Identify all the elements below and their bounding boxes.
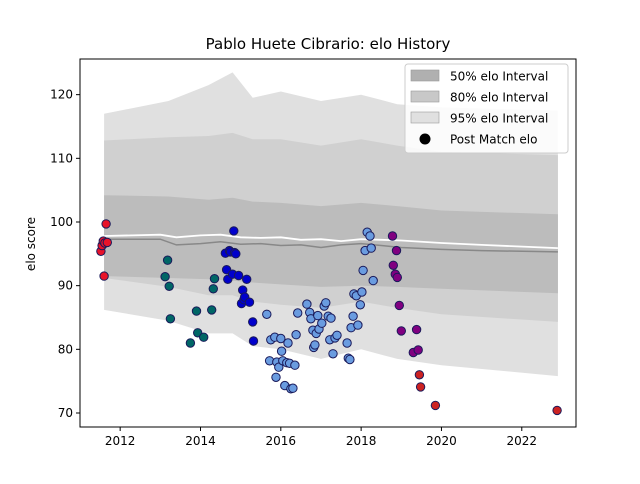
axes-frame xyxy=(79,58,577,428)
data-point xyxy=(345,354,355,365)
data-point xyxy=(244,297,255,307)
legend-box xyxy=(404,63,569,154)
data-point xyxy=(430,400,441,411)
legend: 50% elo Interval 80% elo Interval 95% elo … xyxy=(404,63,569,154)
data-point xyxy=(283,338,293,348)
data-point xyxy=(342,338,352,348)
data-point xyxy=(248,336,259,346)
mean-line xyxy=(104,238,558,253)
data-point xyxy=(99,271,109,281)
data-point xyxy=(413,345,423,355)
data-point xyxy=(368,275,378,286)
data-point xyxy=(207,305,217,315)
legend-label: Post Match elo xyxy=(450,133,537,147)
data-point xyxy=(392,272,402,283)
data-point xyxy=(276,333,286,344)
data-point xyxy=(365,231,375,241)
data-point xyxy=(313,310,323,321)
data-point xyxy=(162,255,173,265)
data-point xyxy=(388,260,398,270)
data-point xyxy=(317,318,327,328)
data-point xyxy=(164,281,174,291)
data-point xyxy=(288,383,298,393)
data-point xyxy=(165,314,176,324)
data-point xyxy=(328,349,338,359)
data-point xyxy=(310,340,320,350)
data-point xyxy=(366,243,376,253)
legend-swatch xyxy=(410,90,440,103)
y-tick-label: 80 xyxy=(58,342,73,356)
data-point xyxy=(199,332,209,342)
x-tick-label: 2012 xyxy=(105,434,136,448)
data-point xyxy=(271,372,281,382)
data-point xyxy=(290,360,300,370)
data-point xyxy=(332,330,342,340)
data-point xyxy=(293,308,303,318)
data-point xyxy=(291,330,301,340)
chart-title: Pablo Huete Cibrario: elo History xyxy=(206,35,451,53)
y-tick-label: 100 xyxy=(50,215,73,229)
data-point xyxy=(353,320,363,330)
x-tick-label: 2018 xyxy=(346,434,377,448)
y-tick-label: 70 xyxy=(58,406,73,420)
legend-label: 95% elo Interval xyxy=(450,112,548,126)
data-point xyxy=(208,284,219,294)
data-point xyxy=(191,306,202,316)
y-tick-label: 120 xyxy=(50,88,73,102)
data-point xyxy=(101,219,111,229)
data-point xyxy=(396,326,406,336)
x-tick-label: 2014 xyxy=(185,434,216,448)
data-point xyxy=(391,245,402,256)
data-point xyxy=(552,405,562,416)
y-tick-label: 90 xyxy=(58,279,73,293)
data-point xyxy=(262,309,272,319)
data-point xyxy=(102,237,113,248)
axis-ticks: 2012 2014 2016 2018 2020 2022 70 80 90 100 110 120 xyxy=(50,88,537,448)
data-point xyxy=(302,299,312,309)
x-tick-label: 2016 xyxy=(266,434,297,448)
legend-label: 50% elo Interval xyxy=(450,70,548,84)
legend-label: 80% elo Interval xyxy=(450,91,548,105)
data-point xyxy=(394,300,404,311)
data-point xyxy=(242,274,252,284)
data-point xyxy=(358,265,368,276)
y-axis-label: elo score xyxy=(24,217,38,271)
x-tick-label: 2022 xyxy=(507,434,538,448)
legend-marker xyxy=(419,133,431,145)
data-point xyxy=(321,298,331,308)
data-point xyxy=(411,324,422,335)
data-point xyxy=(348,311,358,321)
data-point xyxy=(185,338,196,348)
data-point xyxy=(248,317,258,327)
data-point xyxy=(387,231,398,241)
data-point xyxy=(355,300,365,310)
median-line xyxy=(104,233,558,249)
x-tick-label: 2020 xyxy=(426,434,457,448)
data-point xyxy=(414,370,425,380)
data-point xyxy=(209,274,220,284)
legend-swatch xyxy=(410,111,440,124)
data-point xyxy=(231,249,241,259)
data-point xyxy=(276,346,287,356)
interval-band-3 xyxy=(104,195,558,294)
data-point xyxy=(160,272,170,282)
data-point xyxy=(415,382,426,392)
legend-swatch xyxy=(410,69,440,82)
data-point xyxy=(326,313,336,323)
data-point xyxy=(357,287,367,297)
y-tick-label: 110 xyxy=(50,151,73,165)
data-point xyxy=(229,226,239,236)
data-point xyxy=(233,270,244,281)
